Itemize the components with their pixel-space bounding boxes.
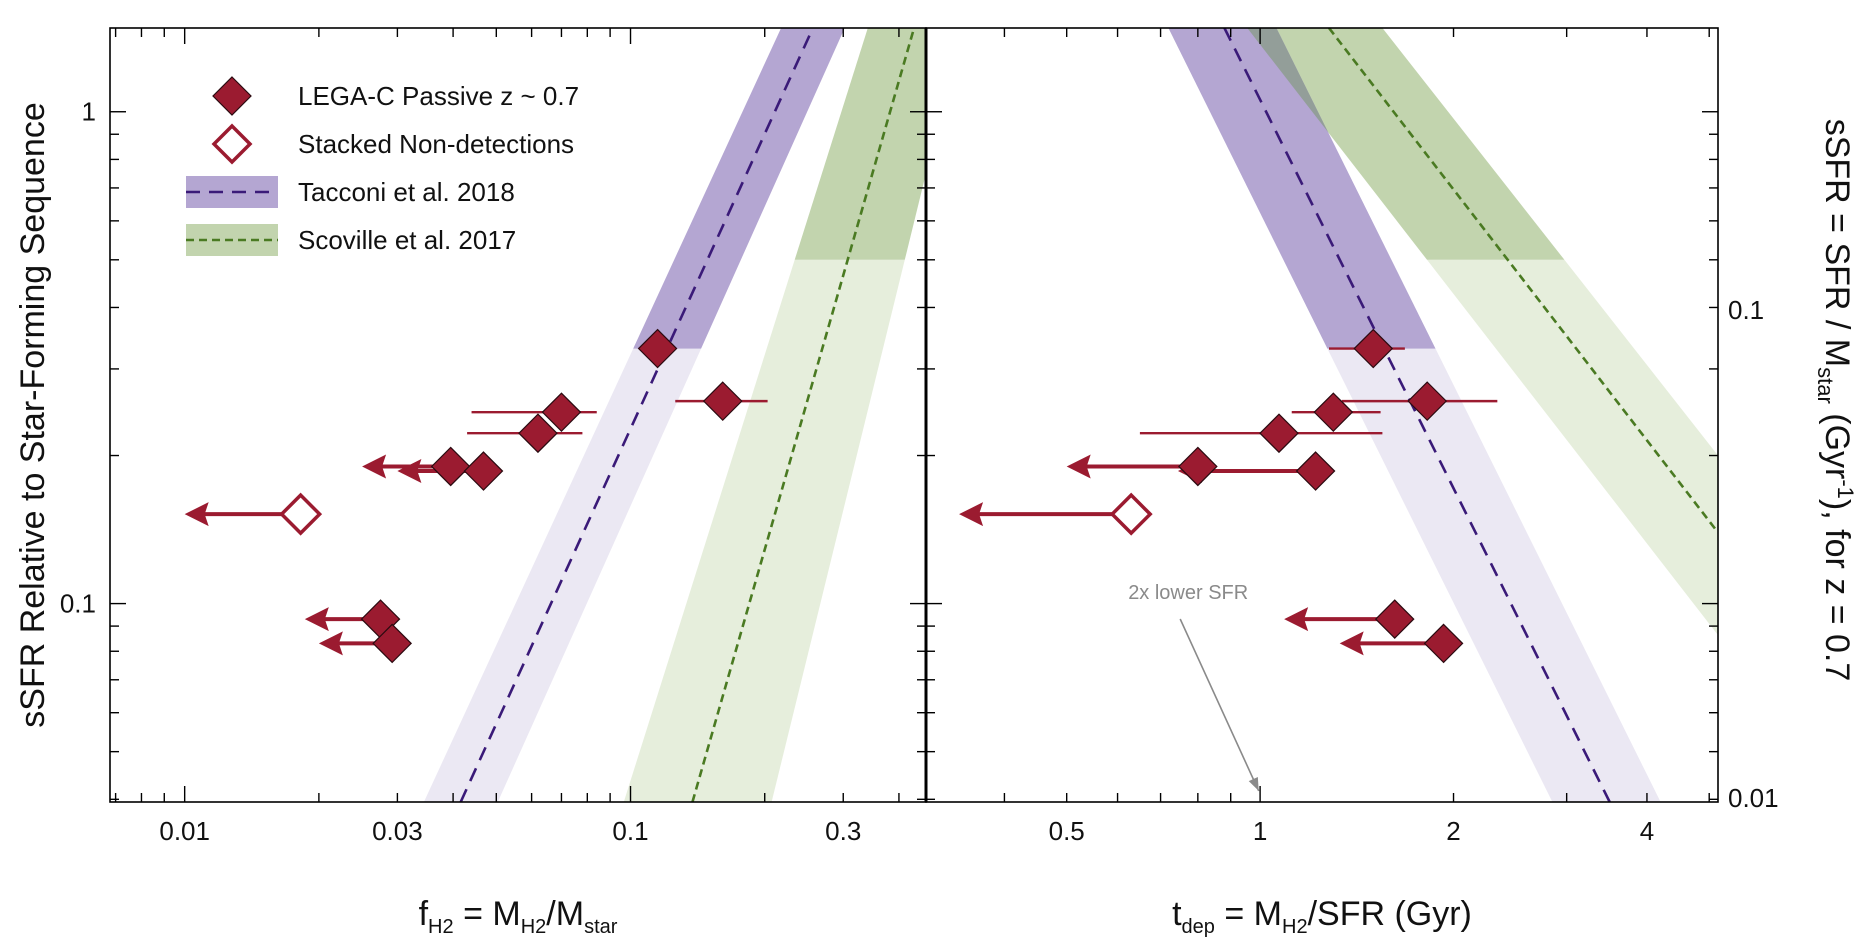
upper-limit-diamond-1 [463, 451, 504, 491]
x-axis-title-left: fH2 = MH2/Mstar [419, 895, 618, 938]
upper-limit-diamond-0 [1177, 446, 1218, 487]
detection-diamond-2 [1259, 413, 1299, 454]
upper-limit-diamond-0 [430, 446, 471, 487]
right-panel: 2x lower SFR 0.5 1 2 4 0.01 0.1 [924, 27, 1779, 846]
left-panel: 0.01 0.03 0.1 0.3 0.1 1 [60, 27, 927, 846]
upper-limit-arrow-1-head [397, 459, 422, 484]
legend-label: LEGA-C Passive z ~ 0.7 [298, 81, 579, 111]
xlabel-main: t [1172, 895, 1182, 933]
upper-limit-diamond-2 [1374, 599, 1415, 639]
x-tick-label: 4 [1640, 816, 1654, 846]
y2label-pre: sSFR = SFR / M [1818, 119, 1856, 367]
y2-axis-title: sSFR = SFR / Mstar (Gyr-1), for z = 0.7 [1813, 119, 1858, 682]
detection-diamond-1 [1313, 392, 1354, 433]
stacked-diamond-0 [1109, 492, 1153, 536]
xlabel-eq: = M [454, 895, 521, 933]
stacked-diamond-0 [279, 492, 323, 536]
upper-limit-arrow-2-head [304, 607, 329, 632]
legend-open-diamond [211, 123, 253, 165]
legend-label: Tacconi et al. 2018 [298, 177, 515, 207]
detection-diamond-1 [541, 392, 582, 433]
scoville-band [794, 28, 926, 260]
legend-label: Scoville et al. 2017 [298, 225, 516, 255]
xlabel-rest: /M [546, 895, 584, 933]
axis-labels: fH2 = MH2/Mstar tdep = MH2/SFR (Gyr)sSFR … [14, 102, 1858, 938]
y-tick-label: 1 [82, 97, 96, 127]
xlabel-sub: dep [1182, 916, 1215, 938]
y-axis-title: sSFR Relative to Star-Forming Sequence [14, 102, 52, 727]
xlabel-sub2: H2 [1282, 916, 1308, 938]
xlabel-sub2: H2 [521, 916, 547, 938]
x-tick-label: 0.03 [372, 816, 423, 846]
upper-limit-diamond-1 [1295, 451, 1336, 491]
annotation-arrow [1179, 618, 1260, 792]
y2label-sup: -1 [1833, 479, 1858, 499]
stacked-arrow-0-head [959, 502, 984, 527]
legend-filled-diamond [212, 76, 252, 116]
detection-diamond-3 [1407, 381, 1448, 421]
upper-limit-arrow-0-head [1066, 454, 1091, 479]
y2-tick-label: 0.1 [1728, 295, 1764, 325]
legend-label: Stacked Non-detections [298, 129, 574, 159]
relation-band-lower [1327, 348, 1661, 802]
detection-diamond-2 [518, 413, 558, 454]
y2label-mid: (Gyr [1818, 404, 1856, 480]
y-tick-label: 0.1 [60, 589, 96, 619]
annotation-arrowhead [1248, 777, 1259, 791]
upper-limit-diamond-3 [1423, 623, 1464, 664]
relation-band-lower [623, 259, 905, 802]
upper-limit-arrow-2-head [1284, 607, 1309, 632]
x-tick-label: 0.01 [159, 816, 210, 846]
xlabel-sub: H2 [428, 916, 454, 938]
y2label-post: ), for z = 0.7 [1818, 499, 1856, 681]
detection-diamond-0 [1353, 328, 1394, 369]
upper-limit-arrow-3-head [318, 631, 343, 656]
x-tick-label: 0.1 [612, 816, 648, 846]
x-tick-label: 0.5 [1049, 816, 1085, 846]
xlabel-rest: /SFR (Gyr) [1308, 895, 1472, 933]
xlabel-main: f [419, 895, 429, 933]
y2-tick-label: 0.01 [1728, 783, 1779, 813]
x-axis-title-right: tdep = MH2/SFR (Gyr) [1172, 895, 1472, 938]
tacconi-band [1168, 28, 1436, 349]
detection-diamond-3 [702, 381, 743, 421]
x-tick-label: 0.3 [825, 816, 861, 846]
y2label-sub: star [1813, 367, 1838, 404]
upper-limit-arrow-3-head [1339, 631, 1364, 656]
tacconi-line [459, 28, 815, 802]
relation-band-lower [1427, 259, 1718, 636]
scoville-line [1327, 28, 1718, 534]
legend: LEGA-C Passive z ~ 0.7 Stacked Non-detect… [186, 76, 579, 256]
detection-diamond-0 [637, 328, 678, 369]
scoville-line [691, 28, 916, 802]
upper-limit-arrow-0-head [362, 454, 387, 479]
xlabel-eq: = M [1215, 895, 1282, 933]
annotation-text: 2x lower SFR [1128, 582, 1248, 604]
tacconi-line [1223, 28, 1611, 802]
relation-band-lower [423, 348, 702, 802]
stacked-arrow-0-head [184, 502, 209, 527]
xlabel-sub3: star [584, 916, 618, 938]
x-tick-label: 2 [1446, 816, 1460, 846]
upper-limit-diamond-3 [372, 623, 413, 664]
scoville-band [1247, 28, 1565, 260]
x-tick-label: 1 [1253, 816, 1267, 846]
